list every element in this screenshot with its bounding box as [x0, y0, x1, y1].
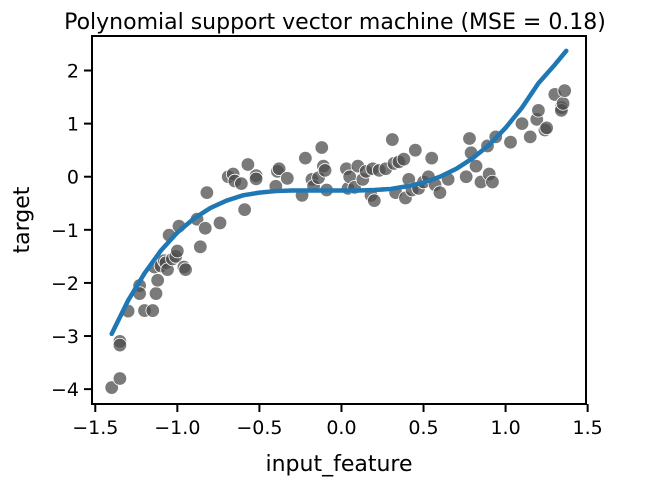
x-tick-label: 1.0 [490, 417, 520, 439]
x-tick-label: −0.5 [236, 417, 282, 439]
data-point [503, 135, 518, 150]
data-point [178, 262, 193, 277]
data-point [212, 215, 228, 231]
data-point [112, 371, 128, 386]
x-axis: −1.5 −1.0 −0.5 0.0 0.5 1.0 1.5 [72, 404, 603, 439]
data-point [555, 96, 571, 111]
data-point [234, 176, 249, 191]
data-point [240, 157, 256, 172]
chart-title: Polynomial support vector machine (MSE =… [64, 10, 606, 35]
data-point [367, 193, 382, 208]
data-point [432, 185, 448, 200]
data-point [317, 163, 333, 178]
data-point [458, 169, 474, 184]
y-tick-label: 1 [67, 114, 79, 136]
data-point [408, 142, 423, 158]
x-axis-label: input_feature [265, 452, 412, 477]
data-point [112, 337, 128, 353]
data-point [385, 132, 400, 147]
data-point [539, 120, 554, 136]
data-point [514, 116, 530, 131]
data-point [198, 221, 213, 236]
x-tick-label: 0.0 [326, 417, 356, 439]
x-tick-label: 1.5 [573, 417, 603, 439]
data-point [424, 150, 439, 166]
data-point [280, 171, 295, 186]
y-tick-label: −1 [51, 220, 79, 242]
plot-area [104, 48, 572, 395]
data-point [485, 174, 500, 190]
data-point [271, 161, 287, 176]
data-point [193, 239, 208, 255]
fit-line [109, 48, 569, 337]
data-point [237, 202, 252, 217]
axes-frame [91, 35, 587, 405]
data-point [557, 83, 572, 98]
data-point [248, 171, 264, 187]
data-point [396, 151, 412, 167]
data-point [298, 150, 313, 166]
data-point [170, 243, 185, 259]
data-point [104, 380, 119, 395]
x-tick-label: 0.5 [408, 417, 438, 439]
data-point [468, 158, 484, 174]
x-tick-label: −1.5 [72, 417, 118, 439]
y-axis-label: target [10, 186, 35, 253]
data-point [462, 131, 477, 146]
y-tick-label: −2 [51, 273, 79, 295]
x-tick-label: −1.0 [154, 417, 200, 439]
data-point [522, 129, 538, 145]
data-point [531, 103, 546, 118]
y-tick-label: −4 [51, 379, 79, 401]
data-point [314, 140, 329, 155]
y-tick-label: −3 [51, 326, 79, 348]
data-point [145, 303, 160, 318]
y-axis: −4 −3 −2 −1 0 1 2 [51, 61, 92, 401]
data-point [199, 185, 215, 200]
data-point [148, 286, 164, 301]
y-tick-label: 0 [67, 167, 79, 189]
y-tick-label: 2 [67, 61, 79, 83]
data-point [150, 273, 165, 288]
